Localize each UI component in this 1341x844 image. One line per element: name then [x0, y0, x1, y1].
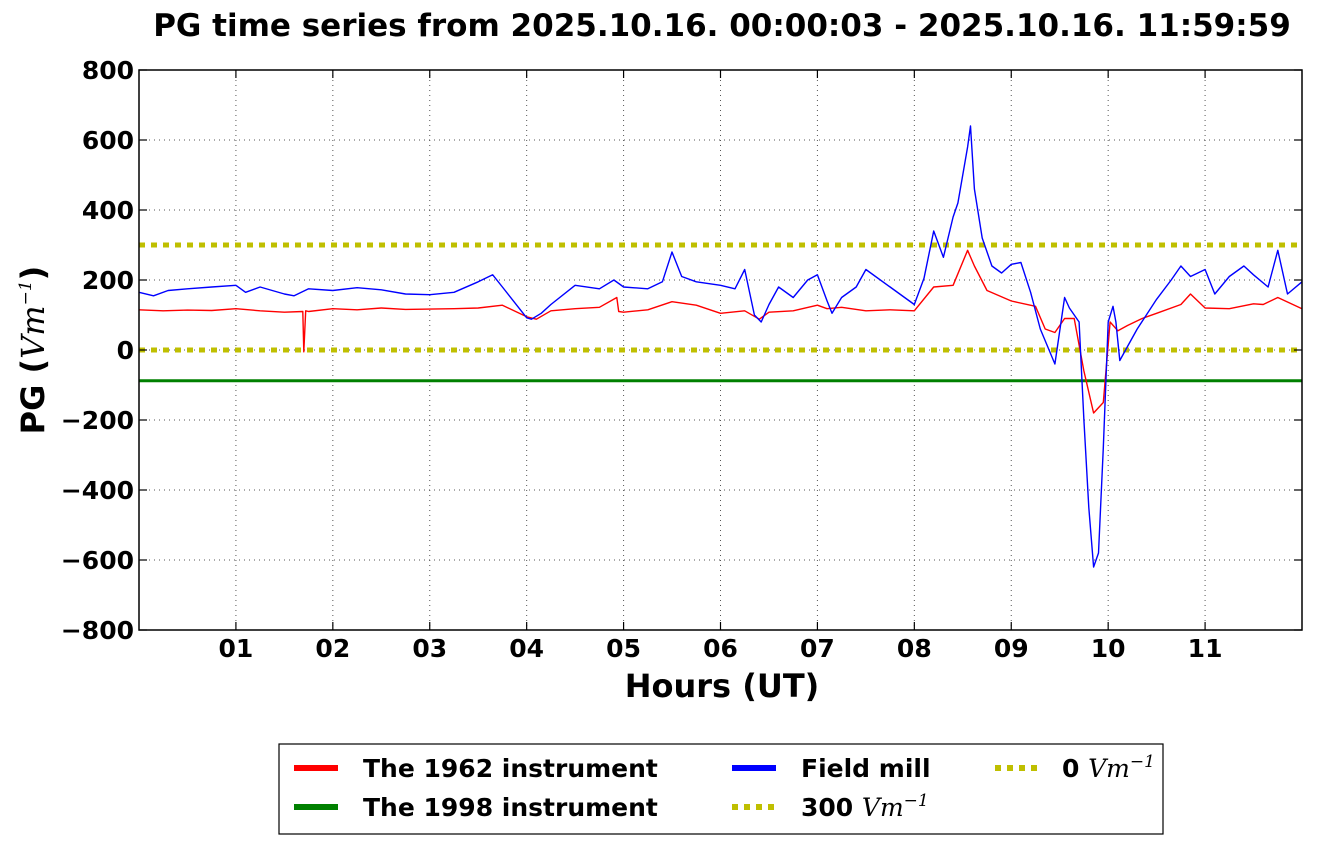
- chart-title: PG time series from 2025.10.16. 00:00:03…: [153, 8, 1291, 44]
- x-tick-label: 07: [800, 634, 835, 663]
- y-tick-label: −400: [61, 476, 134, 505]
- x-tick-label: 02: [315, 634, 350, 663]
- axis-ticks: 01 02 03 04 05 06 07 08 09 10 11 800 600 400 200 0 −200 −…: [61, 56, 1302, 663]
- series-line-field-mill: [138, 125, 1303, 568]
- x-tick-label: 10: [1091, 634, 1126, 663]
- y-axis-label-text: PG (: [14, 359, 52, 434]
- x-tick-label: 06: [703, 634, 738, 663]
- y-tick-label: 0: [117, 336, 134, 365]
- x-tick-label: 04: [509, 634, 544, 663]
- x-axis-label: Hours (UT): [625, 667, 820, 705]
- legend-label-0: 0 Vm−1: [1062, 752, 1155, 783]
- legend-label-300-unit: Vm: [862, 793, 904, 822]
- x-tick-label: 09: [994, 634, 1029, 663]
- x-tick-label: 11: [1188, 634, 1223, 663]
- y-tick-label: 200: [82, 266, 134, 295]
- legend-label-field-mill: Field mill: [801, 754, 931, 783]
- y-tick-label: 600: [82, 126, 134, 155]
- x-tick-label: 01: [219, 634, 254, 663]
- y-axis-label: PG (Vm−1): [14, 266, 52, 435]
- y-tick-label: −800: [61, 616, 134, 645]
- y-tick-label: −600: [61, 546, 134, 575]
- y-tick-label: −200: [61, 406, 134, 435]
- y-axis-label-close: ): [14, 266, 52, 281]
- legend-label-1962: The 1962 instrument: [363, 754, 658, 783]
- legend-label-300-exp: −1: [904, 791, 929, 811]
- legend-label-300-text: 300: [801, 793, 862, 822]
- x-tick-label: 05: [606, 634, 641, 663]
- series-line-the-1962-instrument: [138, 249, 1303, 414]
- x-tick-label: 08: [897, 634, 932, 663]
- legend: The 1962 instrument The 1998 instrument …: [278, 743, 1164, 835]
- legend-box: [278, 743, 1164, 835]
- legend-label-0-text: 0: [1062, 754, 1088, 783]
- y-tick-label: 400: [82, 196, 134, 225]
- y-tick-label: 800: [82, 56, 134, 85]
- legend-label-300: 300 Vm−1: [801, 791, 929, 822]
- x-tick-label: 03: [412, 634, 447, 663]
- y-axis-label-exponent: −1: [16, 280, 36, 305]
- legend-label-0-unit: Vm: [1088, 754, 1130, 783]
- legend-label-1998: The 1998 instrument: [363, 793, 658, 822]
- plot-series: [138, 125, 1303, 568]
- legend-label-0-exp: −1: [1130, 752, 1155, 772]
- y-axis-label-unit: Vm: [14, 305, 52, 358]
